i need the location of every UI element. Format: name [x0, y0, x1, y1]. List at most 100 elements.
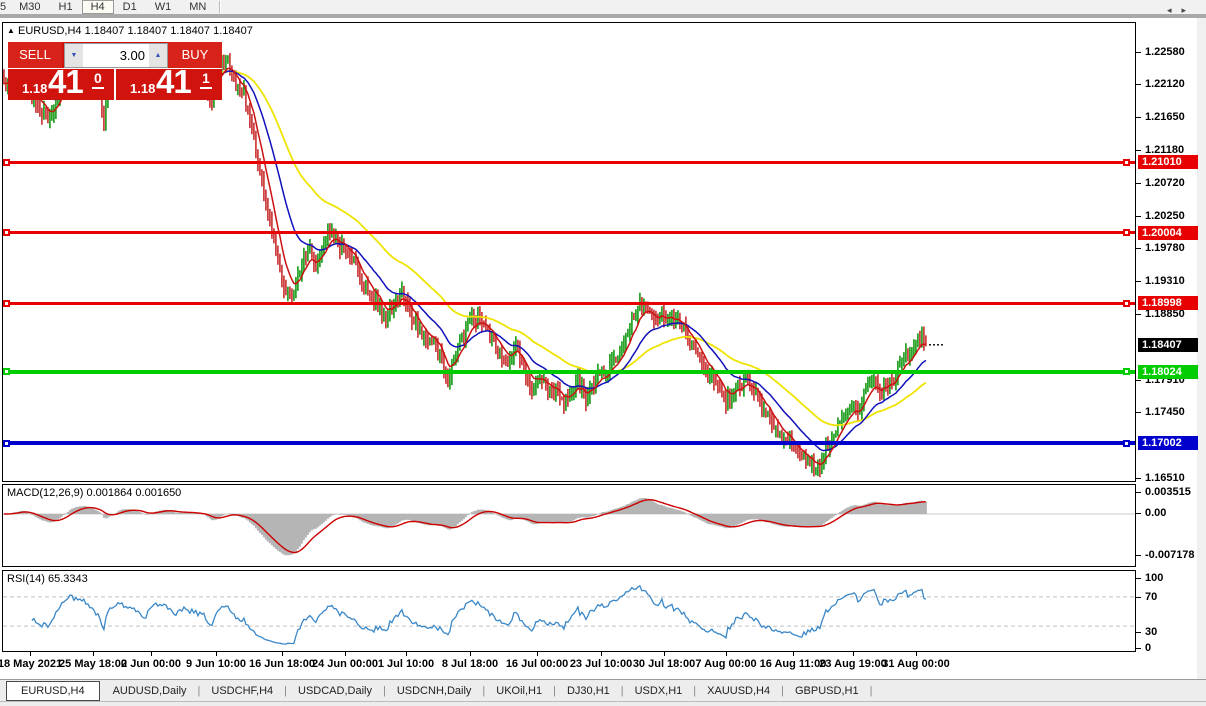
tab-separator: |	[620, 684, 624, 697]
timeframe-button-d1[interactable]: D1	[122, 1, 137, 13]
buy-price-prefix: 1.18	[130, 81, 156, 96]
chart-tab-gbpusd-h1[interactable]: GBPUSD,H1	[794, 684, 859, 697]
time-tick-mark	[601, 652, 602, 656]
time-tick-mark	[345, 652, 346, 656]
level-line-handle[interactable]	[1123, 229, 1130, 236]
price-tick-mark	[1136, 216, 1141, 217]
time-label: 16 Aug 11:00	[759, 658, 827, 670]
time-tick-mark	[93, 652, 94, 656]
chart-tab-usdcnh-daily[interactable]: USDCNH,Daily	[396, 684, 472, 697]
macd-axis-label: -0.007178	[1145, 549, 1195, 561]
price-tick-mark	[1136, 183, 1141, 184]
level-line-handle[interactable]	[3, 300, 10, 307]
chart-tab-usdx-h1[interactable]: USDX,H1	[634, 684, 683, 697]
price-tick-label: 1.18850	[1145, 308, 1185, 320]
time-label: 8 Jul 18:00	[441, 658, 499, 670]
rsi-axis-label: 0	[1145, 642, 1152, 654]
chart-tab-usdcad-daily[interactable]: USDCAD,Daily	[298, 684, 372, 697]
status-strip	[0, 701, 1206, 706]
tab-separator: |	[284, 684, 287, 697]
time-label: 9 Jun 10:00	[186, 658, 246, 670]
sell-price-pips: 41	[48, 63, 84, 100]
price-tick-label: 1.20250	[1145, 210, 1185, 222]
time-tick-mark	[793, 652, 794, 656]
price-tick-mark	[1136, 52, 1141, 53]
time-label: 18 May 2021	[0, 658, 63, 670]
time-label: 23 Jul 10:00	[569, 658, 633, 670]
time-tick-mark	[537, 652, 538, 656]
level-line-1.18024[interactable]	[3, 370, 1135, 374]
tab-separator: |	[781, 684, 784, 697]
time-tick-mark	[216, 652, 217, 656]
trade-panel-divider	[8, 68, 222, 69]
buy-price-quote[interactable]: 1.18 41 1	[116, 63, 222, 100]
level-line-handle[interactable]	[3, 229, 10, 236]
time-tick-mark	[30, 652, 31, 656]
sell-price-quote[interactable]: 1.18 41 0	[8, 63, 114, 100]
chart-tab-dj30-h1[interactable]: DJ30,H1	[566, 684, 610, 697]
level-line-handle[interactable]	[3, 159, 10, 166]
time-label: 30 Jul 18:00	[632, 658, 696, 670]
rsi-tick-mark	[1136, 632, 1141, 633]
time-label: 16 Jul 00:00	[505, 658, 569, 670]
buy-price-point: 1	[200, 70, 212, 89]
level-line-1.2101[interactable]	[3, 161, 1135, 164]
tab-separator: |	[553, 684, 556, 697]
level-line-handle[interactable]	[3, 368, 10, 375]
time-tick-mark	[916, 652, 917, 656]
sell-price-prefix: 1.18	[22, 81, 48, 96]
level-line-handle[interactable]	[1123, 440, 1130, 447]
chart-tab-xauusd-h4[interactable]: XAUUSD,H4	[707, 684, 771, 697]
chart-tab-usdchf-h4[interactable]: USDCHF,H4	[211, 684, 274, 697]
timeframe-button-h1[interactable]: H1	[58, 1, 73, 13]
time-axis: 18 May 2021 25 May 18:00 2 Jun 00:00 9 Jun …	[0, 652, 1136, 678]
timeframe-button-5[interactable]: 5	[0, 1, 7, 13]
volume-decrease-button[interactable]: ▼	[65, 44, 83, 67]
level-line-handle[interactable]	[1123, 300, 1130, 307]
macd-axis-label: 0.00	[1145, 507, 1167, 519]
price-badge-1.21010: 1.21010	[1138, 155, 1198, 169]
price-tick-label: 1.20720	[1145, 177, 1185, 189]
rsi-axis-label: 100	[1145, 572, 1164, 584]
rsi-axis-label: 30	[1145, 626, 1158, 638]
timeframe-button-m30[interactable]: M30	[19, 1, 41, 13]
chart-symbol-label: EURUSD,H4	[17, 25, 82, 37]
sell-button[interactable]: SELL	[8, 42, 62, 68]
timeframe-button-w1[interactable]: W1	[154, 1, 172, 13]
level-line-handle[interactable]	[1123, 159, 1130, 166]
time-label: 2 Jun 00:00	[121, 658, 181, 670]
tab-scroll-right-icon[interactable]: ▸	[1181, 5, 1196, 15]
timeframe-button-h4[interactable]: H4	[81, 0, 114, 14]
level-line-1.18998[interactable]	[3, 302, 1135, 305]
volume-spinner: ▼ ▲	[64, 43, 168, 68]
level-line-handle[interactable]	[1123, 368, 1130, 375]
rsi-tick-mark	[1136, 578, 1141, 579]
level-line-1.20004[interactable]	[3, 231, 1135, 234]
rsi-chart	[3, 585, 1135, 645]
price-tick-mark	[1136, 117, 1141, 118]
volume-input[interactable]	[83, 44, 149, 67]
tab-scroll-left-icon[interactable]: ◂	[1166, 5, 1182, 15]
rsi-indicator-panel	[2, 570, 1136, 652]
volume-increase-button[interactable]: ▲	[149, 44, 167, 67]
timeframe-button-mn[interactable]: MN	[189, 1, 207, 13]
price-tick-label: 1.22580	[1145, 46, 1185, 58]
chart-tab-ukoil-h1[interactable]: UKOil,H1	[496, 684, 543, 697]
buy-button[interactable]: BUY	[168, 42, 222, 68]
level-line-handle[interactable]	[3, 440, 10, 447]
time-tick-mark	[406, 652, 407, 656]
tab-separator: |	[197, 684, 201, 697]
chart-title: ▲ EURUSD,H4 1.18407 1.18407 1.18407 1.18…	[7, 25, 253, 37]
level-line-1.17002[interactable]	[3, 441, 1135, 445]
chart-tab-audusd-daily[interactable]: AUDUSD,Daily	[112, 684, 187, 697]
price-tick-label: 1.21180	[1145, 144, 1185, 156]
chart-tab-eurusd-h4[interactable]: EURUSD,H4	[6, 680, 100, 701]
price-badge-1.17002: 1.17002	[1138, 436, 1198, 450]
chart-ohlc-quotes: 1.18407 1.18407 1.18407 1.18407	[84, 25, 253, 37]
macd-tick-mark	[1136, 492, 1141, 493]
price-tick-label: 1.19780	[1145, 242, 1185, 254]
tab-separator: |	[382, 684, 386, 697]
tab-separator: |	[869, 684, 873, 697]
price-tick-mark	[1136, 314, 1141, 315]
